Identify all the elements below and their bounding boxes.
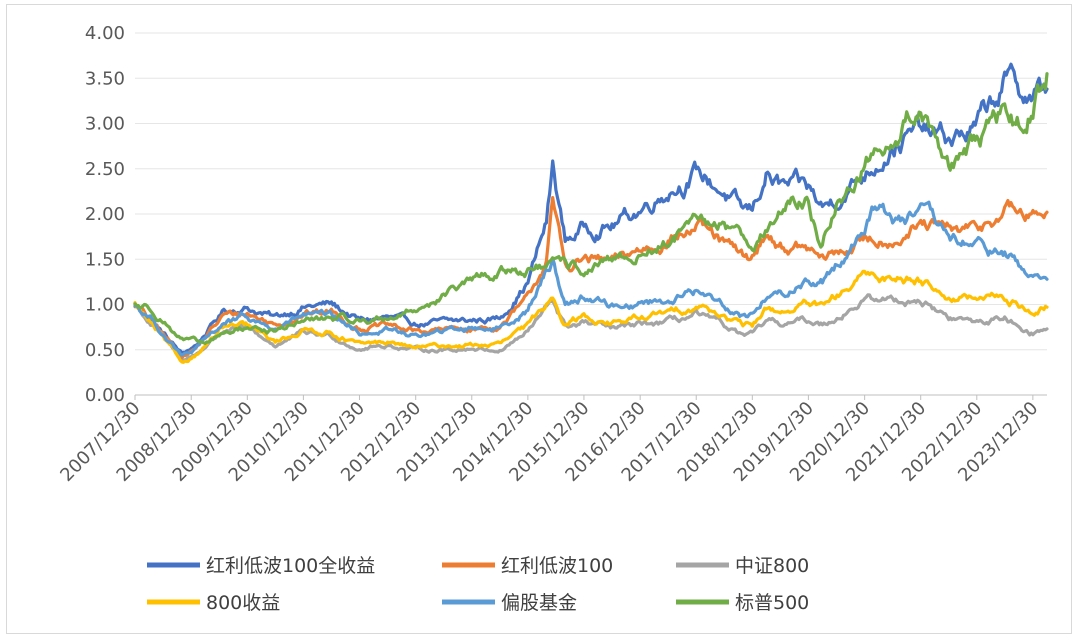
gridlines	[135, 32, 1047, 396]
legend-label: 偏股基金	[501, 592, 577, 614]
legend-label: 中证800	[735, 555, 809, 577]
y-tick-label: 3.00	[85, 114, 125, 135]
y-tick-label: 3.50	[85, 68, 125, 89]
legend-label: 标普500	[735, 592, 809, 614]
series-line	[133, 72, 1049, 345]
y-tick-label: 2.50	[85, 159, 125, 180]
y-tick-label: 0.00	[85, 385, 125, 406]
legend: 红利低波100全收益 红利低波100 中证800 800收益 偏股基金 标普500	[147, 555, 809, 614]
series-line	[133, 269, 1049, 364]
y-axis-ticks: 0.00 0.50 1.00 1.50 2.00 2.50 3.00 3.50 4.00	[85, 23, 125, 406]
y-tick-label: 1.50	[85, 249, 125, 270]
y-tick-label: 4.00	[85, 23, 125, 44]
series-lines	[133, 62, 1049, 364]
y-tick-label: 1.00	[85, 295, 125, 316]
chart-frame: 0.00 0.50 1.00 1.50 2.00 2.50 3.00 3.50 4.00 200…	[6, 4, 1072, 634]
series-line	[133, 200, 1049, 357]
y-tick-label: 2.00	[85, 204, 125, 225]
x-axis-ticks: 2007/12/302008/12/302009/12/302010/12/30…	[56, 395, 1042, 486]
line-chart: 0.00 0.50 1.00 1.50 2.00 2.50 3.00 3.50 4.00 200…	[56, 23, 1049, 614]
legend-label: 800收益	[206, 592, 280, 614]
legend-label: 红利低波100	[501, 555, 613, 577]
series-line	[133, 62, 1049, 355]
legend-label: 红利低波100全收益	[206, 555, 375, 577]
y-tick-label: 0.50	[85, 340, 125, 361]
